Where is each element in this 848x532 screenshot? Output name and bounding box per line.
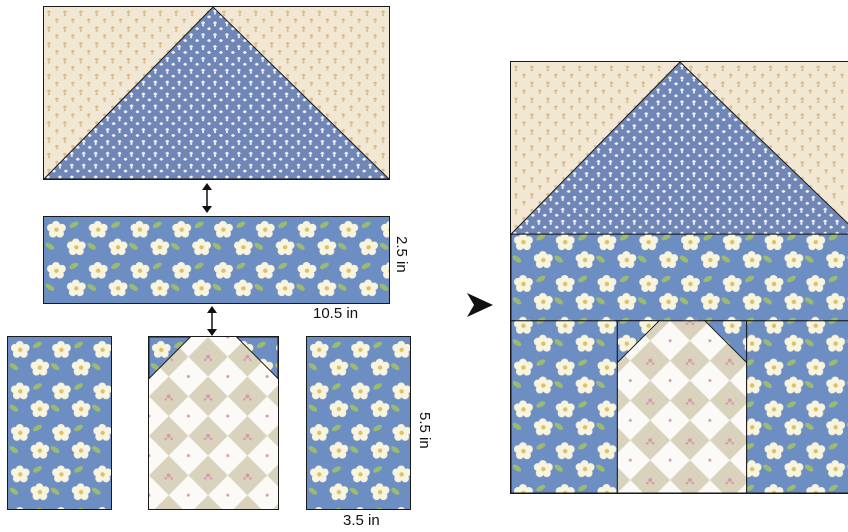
double-headed-vertical-arrow-icon	[207, 306, 217, 336]
double-headed-vertical-arrow-icon	[202, 183, 212, 213]
horizontal-strip-piece	[43, 216, 390, 304]
strip-height-label: 2.5 in	[393, 236, 410, 273]
door-piece	[148, 336, 279, 510]
arrowhead-right-icon	[467, 293, 493, 317]
side-height-label: 5.5 in	[416, 412, 433, 449]
side-width-label: 3.5 in	[343, 512, 380, 529]
left-side-piece	[7, 336, 112, 510]
right-side-piece	[306, 336, 411, 510]
roof-piece	[43, 6, 390, 180]
strip-width-label: 10.5 in	[313, 305, 359, 322]
assembled-block	[510, 61, 848, 494]
